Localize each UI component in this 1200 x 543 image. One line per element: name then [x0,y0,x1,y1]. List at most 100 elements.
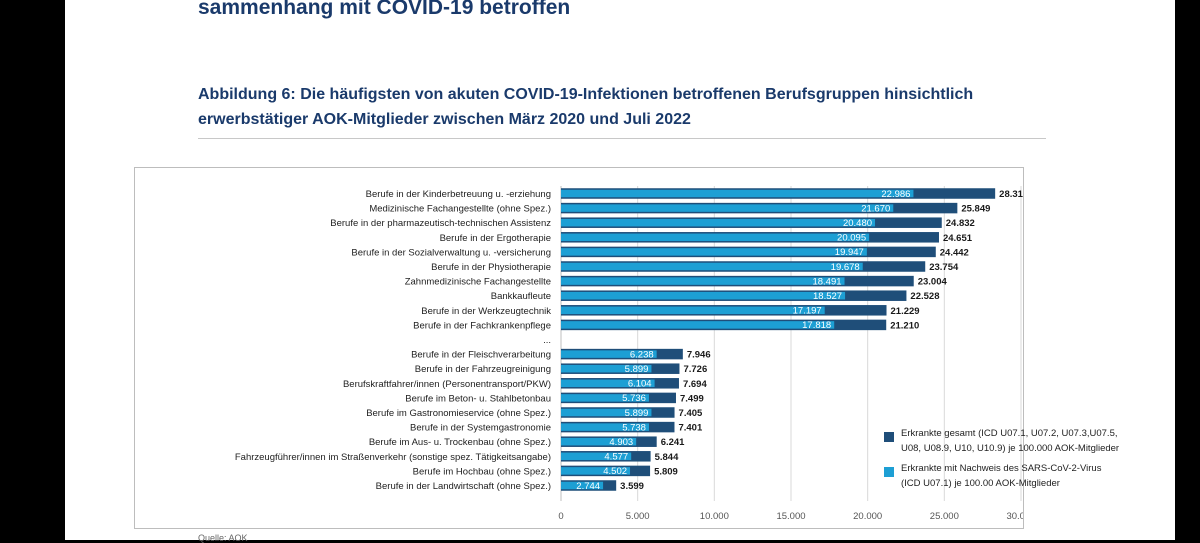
section-heading: sammenhang mit COVID-19 betroffen [198,0,571,19]
data-label-total: 23.004 [918,277,948,288]
bar-sars [561,467,631,475]
x-tick-label: 30.000 [1006,511,1023,522]
category-label: Berufe im Aus- u. Trockenbau (ohne Spez.… [369,437,551,448]
legend-sars-line1: Erkrankte mit Nachweis des SARS-CoV-2-Vi… [901,463,1102,474]
bar-sars [561,262,863,271]
category-label: Berufe in der Kinderbetreuung u. -erzieh… [366,189,551,200]
bar-sars [561,321,835,329]
bar-sars [561,423,649,431]
x-tick-label: 10.000 [700,511,729,522]
category-label: Berufe in der Sozialverwaltung u. -versi… [351,247,551,258]
data-label-sars: 18.491 [812,276,841,287]
bar-sars [561,394,649,402]
legend-total-line2: U08, U08.9, U10, U10.9) je 100.000 AOK-M… [901,443,1120,454]
data-label-sars: 20.480 [843,218,872,229]
category-label: Berufe in der Fachkrankenpflege [413,320,551,331]
data-label-sars: 17.818 [802,320,831,331]
bar-sars [561,233,870,242]
data-label-total: 7.694 [683,379,707,390]
x-tick-label: 25.000 [930,511,959,522]
legend-swatch-total [884,432,894,442]
data-label-sars: 4.577 [604,452,628,463]
bar-sars [561,248,867,256]
data-label-total: 6.241 [661,437,685,448]
bar-sars [561,408,652,417]
x-tick-label: 20.000 [853,511,882,522]
category-label: Berufe in der Fahrzeugreinigung [415,364,551,375]
data-label-sars: 6.238 [630,349,654,360]
data-label-sars: 17.197 [793,306,822,317]
bar-sars [561,437,637,446]
data-label-sars: 5.899 [625,364,649,375]
legend-total-line1: Erkrankte gesamt (ICD U07.1, U07.2, U07.… [901,428,1118,439]
data-label-total: 7.946 [687,350,711,361]
bar-sars [561,218,876,227]
data-label-sars: 21.670 [861,203,890,214]
data-label-sars: 2.744 [576,481,600,492]
x-tick-label: 0 [558,511,563,522]
data-label-sars: 5.736 [622,393,646,404]
category-label: Berufe in der Werkzeugtechnik [421,306,551,317]
bar-sars [561,291,846,300]
data-label-total: 23.754 [929,262,959,273]
data-label-sars: 6.104 [628,379,652,390]
category-label: Berufe in der Systemgastronomie [410,423,551,434]
data-label-sars: 4.502 [603,466,627,477]
data-label-sars: 5.899 [625,408,649,419]
legend-sars-line2: (ICD U07.1) je 100.00 AOK-Mitglieder [901,478,1060,489]
data-label-total: 7.401 [678,423,702,434]
category-label: Fahrzeugführer/innen im Straßenverkehr (… [235,452,551,463]
bar-sars [561,204,894,212]
caption-divider [198,138,1046,139]
data-label-sars: 18.527 [813,291,842,302]
bar-sars [561,189,914,198]
category-label: Bankkaufleute [491,291,551,302]
x-tick-label: 15.000 [776,511,805,522]
data-label-sars: 4.903 [609,437,633,448]
bar-sars [561,379,655,388]
category-label: Berufe in der pharmazeutisch-technischen… [330,218,551,229]
x-tick-label: 5.000 [626,511,650,522]
category-label: ... [543,335,551,346]
category-label: Medizinische Fachangestellte (ohne Spez.… [369,204,551,215]
bar-sars [561,277,845,285]
data-label-sars: 19.947 [835,247,864,258]
category-label: Berufe in der Landwirtschaft (ohne Spez.… [376,481,551,492]
bar-chart: 0 5.000 10.000 15.000 20.000 25.000 30.000 Beru… [235,186,1023,522]
bar-sars [561,350,657,358]
data-label-total: 21.229 [891,306,920,317]
category-label: Berufe in der Ergotherapie [440,233,551,244]
data-label-total: 7.726 [683,364,707,375]
category-label: Berufe im Gastronomieservice (ohne Spez.… [366,408,551,419]
data-label-total: 24.442 [940,247,969,258]
bar-sars [561,452,632,461]
bar-sars [561,306,825,315]
legend-label-sars: Erkrankte mit Nachweis des SARS-CoV-2-Vi… [901,461,1161,491]
data-label-total: 5.844 [655,452,679,463]
chart-frame: 0 5.000 10.000 15.000 20.000 25.000 30.000 Beru… [134,167,1119,529]
category-label: Berufe im Hochbau (ohne Spez.) [413,466,551,477]
bar-sars [561,481,604,490]
data-label-total: 24.832 [946,218,975,229]
category-label: Zahnmedizinische Fachangestellte [405,277,551,288]
data-label-sars: 19.678 [831,262,860,273]
data-label-sars: 20.095 [837,233,866,244]
bar-sars [561,364,652,373]
category-label: Berufskraftfahrer/innen (Personentranspo… [343,379,551,390]
data-label-total: 25.849 [961,204,990,215]
data-label-total: 3.599 [620,481,644,492]
data-label-sars: 22.986 [881,189,910,200]
data-label-sars: 5.738 [622,422,646,433]
source-note: Quelle: AOK [198,533,248,543]
category-label: Berufe in der Fleischverarbeitung [411,350,551,361]
data-label-total: 22.528 [910,291,939,302]
category-label: Berufe im Beton- u. Stahlbetonbau [405,393,551,404]
data-label-total: 7.405 [679,408,703,419]
legend-swatch-sars [884,467,894,477]
category-label: Berufe in der Physiotherapie [431,262,551,273]
data-label-total: 21.210 [890,320,919,331]
data-label-total: 24.651 [943,233,973,244]
legend-label-total: Erkrankte gesamt (ICD U07.1, U07.2, U07.… [901,426,1161,456]
data-label-total: 7.499 [680,393,704,404]
data-label-total: 5.809 [654,466,678,477]
